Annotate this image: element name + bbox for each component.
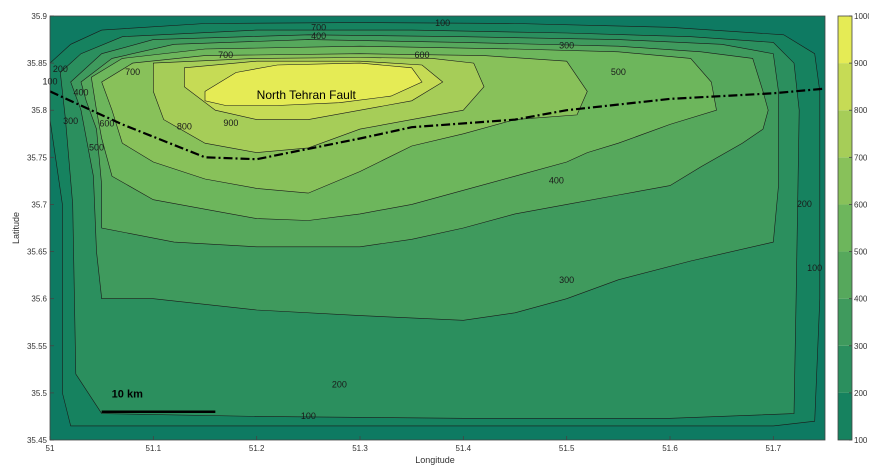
colorbar-tick-label: 900 [854, 59, 868, 68]
x-tick-label: 51.6 [662, 444, 678, 453]
y-tick-label: 35.55 [27, 342, 48, 351]
colorbar-segment [838, 204, 852, 252]
colorbar-segment [838, 110, 852, 158]
colorbar-segment [838, 63, 852, 111]
plot-frame [49, 15, 826, 441]
fault-line [50, 87, 825, 161]
contour-label: 400 [73, 88, 88, 98]
x-tick-label: 51.2 [249, 444, 265, 453]
y-tick-label: 35.85 [27, 59, 48, 68]
colorbar-tick-label: 700 [854, 153, 868, 162]
x-axis: 51 51.1 51.2 51.3 51.4 51.5 51.6 51.7 [46, 436, 782, 453]
y-axis-label: Latitude [11, 212, 21, 244]
colorbar-segment [838, 298, 852, 346]
colorbar-tick-label: 100 [854, 436, 868, 445]
colorbar-segment [838, 16, 852, 64]
y-tick-label: 35.6 [31, 295, 47, 304]
contour-label: 200 [797, 199, 812, 209]
scale-bar-label: 10 km [112, 389, 143, 401]
contour-label: 900 [223, 118, 238, 128]
contour-label: 700 [125, 67, 140, 77]
colorbar-tick-label: 800 [854, 106, 868, 115]
colorbar-tick-label: 500 [854, 248, 868, 257]
y-tick-label: 35.9 [31, 12, 47, 21]
colorbar-frame [837, 15, 853, 441]
y-tick-label: 35.45 [27, 436, 48, 445]
contour-label: 800 [177, 122, 192, 132]
x-tick-label: 51 [46, 444, 55, 453]
colorbar-tick-label: 200 [854, 389, 868, 398]
contour-label: 600 [414, 50, 429, 60]
contour-label: 700 [218, 50, 233, 60]
colorbar: 100 200 300 400 500 600 700 800 900 1000 [837, 12, 869, 445]
colorbar-segment [838, 345, 852, 393]
contour-label: 100 [435, 18, 450, 28]
contour-label: 400 [549, 175, 564, 185]
y-tick-label: 35.65 [27, 248, 48, 257]
y-tick-label: 35.7 [31, 200, 47, 209]
x-tick-label: 51.7 [766, 444, 782, 453]
contour-label: 700 [311, 23, 326, 33]
y-tick-label: 35.5 [31, 389, 47, 398]
contour-label: 200 [53, 64, 68, 74]
colorbar-segment [838, 251, 852, 299]
colorbar-tick-label: 600 [854, 200, 868, 209]
contour-label: 500 [89, 142, 104, 152]
x-tick-label: 51.3 [352, 444, 368, 453]
x-tick-label: 51.5 [559, 444, 575, 453]
colorbar-segment [838, 157, 852, 205]
y-tick-label: 35.75 [27, 153, 48, 162]
contour-label: 500 [611, 67, 626, 77]
colorbar-tick-label: 1000 [854, 12, 869, 21]
colorbar-segment [838, 392, 852, 440]
x-axis-label: Longitude [415, 455, 455, 465]
fault-label: North Tehran Fault [257, 88, 357, 102]
contour-level-900 [204, 62, 423, 106]
contour-label: 300 [559, 41, 574, 51]
contour-fills [50, 22, 821, 427]
contour-label: 100 [807, 263, 822, 273]
colorbar-tick-label: 300 [854, 342, 868, 351]
y-tick-label: 35.8 [31, 106, 47, 115]
colorbar-tick-label: 400 [854, 295, 868, 304]
contour-label: 400 [311, 31, 326, 41]
contour-label: 100 [301, 411, 316, 421]
y-axis: 35.45 35.5 35.55 35.6 35.65 35.7 35.75 35.8 35.8… [27, 12, 54, 445]
x-tick-label: 51.1 [146, 444, 162, 453]
contour-label: 300 [559, 275, 574, 285]
contour-label: 600 [99, 119, 114, 129]
x-tick-label: 51.4 [456, 444, 472, 453]
contour-label: 300 [63, 116, 78, 126]
contour-label: 200 [332, 380, 347, 390]
